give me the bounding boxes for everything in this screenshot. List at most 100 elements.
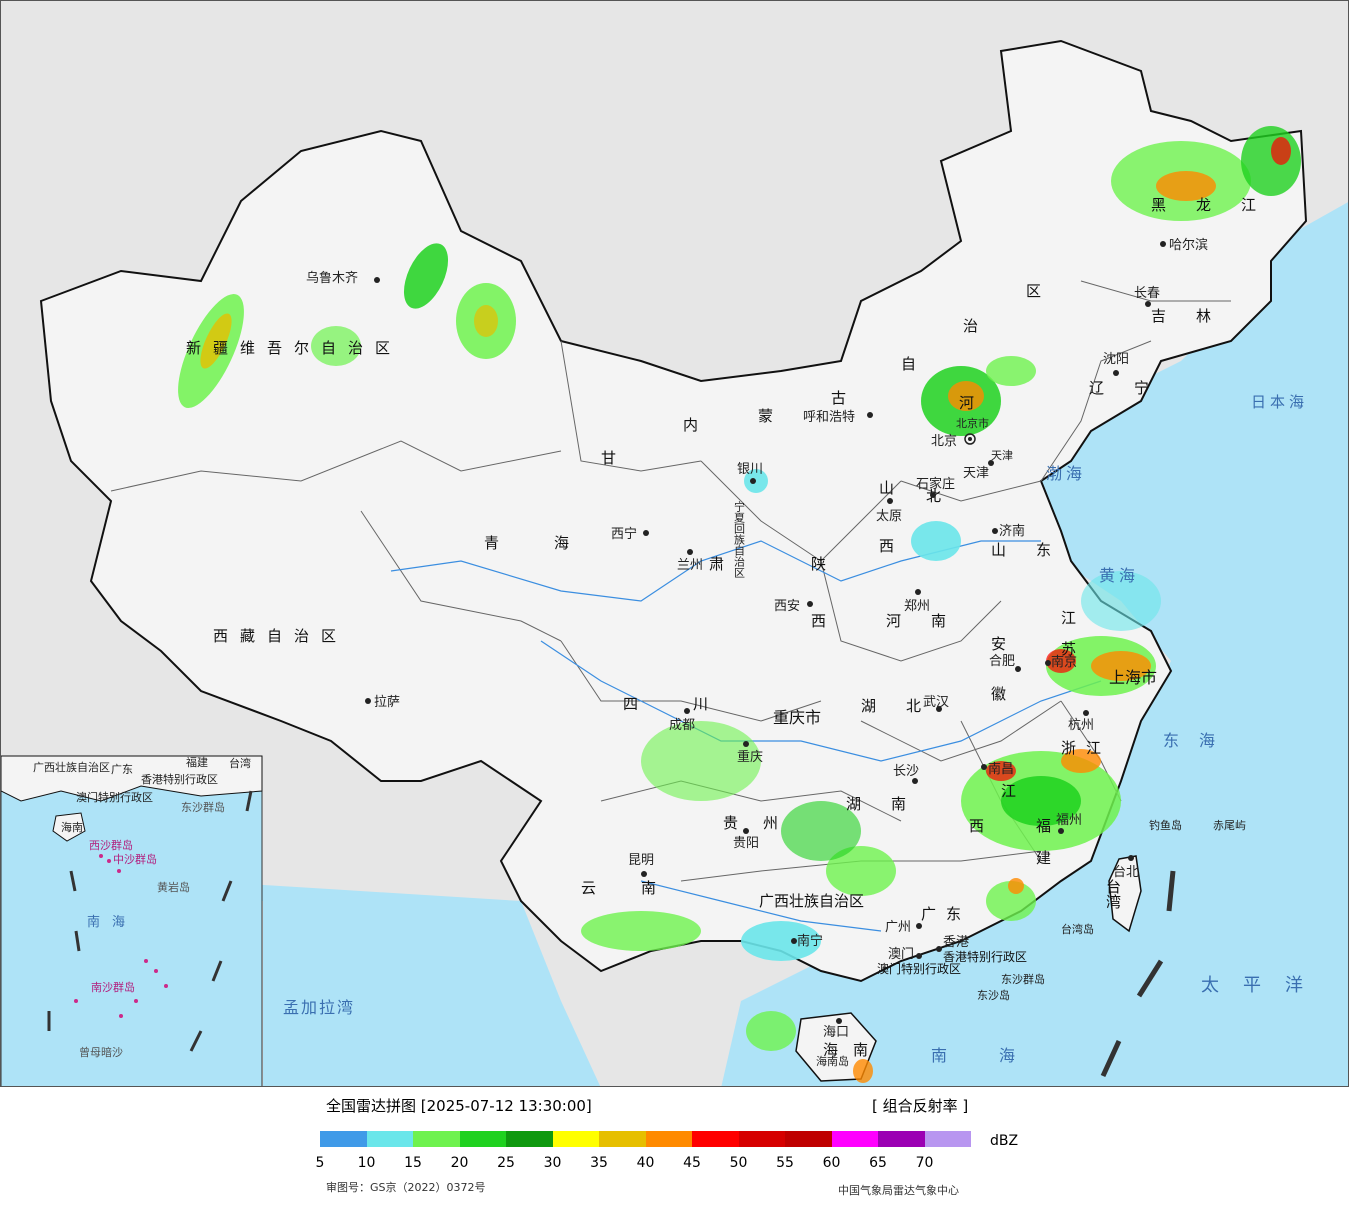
city-fuzhou: 福州 — [1056, 813, 1082, 828]
color-swatch — [785, 1131, 832, 1147]
label-yunnan: 云南 — [581, 879, 701, 897]
color-scale-bar — [320, 1131, 971, 1147]
sea-bohai: 渤海 — [1046, 464, 1086, 483]
legend-tick-label: 55 — [776, 1155, 794, 1171]
legend-tick-label: 65 — [869, 1155, 887, 1171]
legend-tick-label: 15 — [404, 1155, 422, 1171]
inset-xisha: 西沙群岛 — [89, 838, 133, 852]
label-shandong: 山东 — [991, 541, 1081, 559]
city-hangzhou: 杭州 — [1068, 718, 1094, 733]
city-taibei: 台北 — [1113, 865, 1139, 880]
label-jiangsu-a: 江 — [1061, 609, 1088, 627]
review-number: 审图号：GS京（2022）0372号 — [326, 1181, 486, 1194]
color-swatch — [366, 1131, 413, 1147]
label-hebei-a: 河 — [959, 394, 986, 412]
label-jiangxi-a: 江 — [1001, 782, 1028, 800]
inset-south-sea: 南海 — [87, 914, 137, 930]
sea-yellow: 黄海 — [1099, 566, 1139, 585]
label-tianjin-region: 天津 — [991, 449, 1013, 462]
label-taiwan-island: 台湾岛 — [1061, 922, 1094, 936]
city-tianjin: 天津 — [963, 466, 989, 481]
legend-tick-label: 70 — [915, 1155, 934, 1171]
label-guizhou: 贵州 — [723, 814, 803, 832]
label-xizang: 西藏自治区 — [213, 627, 348, 645]
label-ningxia: 宁夏回族自治区 — [733, 500, 746, 578]
color-swatch — [506, 1131, 553, 1147]
label-heilongjiang: 黑龙江 — [1151, 196, 1286, 214]
city-zhengzhou: 郑州 — [904, 599, 930, 614]
color-swatch — [320, 1131, 367, 1147]
inset-guangxi: 广西壮族自治区 — [33, 760, 110, 774]
city-jinan: 济南 — [999, 523, 1025, 539]
sea-bengal: 孟加拉湾 — [283, 998, 355, 1017]
taiwan-island — [1108, 855, 1142, 933]
label-dongsha-island: 东沙岛 — [977, 988, 1010, 1002]
city-yinchuan: 银川 — [737, 462, 763, 477]
label-neimenggu-f: 区 — [1026, 282, 1053, 300]
sea-japan: 日本海 — [1251, 393, 1308, 411]
inset-dongsha: 东沙群岛 — [181, 800, 225, 814]
city-guangzhou: 广州 — [885, 920, 911, 935]
label-neimenggu-d: 自 — [901, 355, 928, 373]
label-shanxi-b: 西 — [879, 537, 906, 555]
label-hainan-island: 海南岛 — [816, 1054, 849, 1068]
label-diaoyu: 钓鱼岛 — [1149, 818, 1182, 832]
legend-tick-label: 35 — [590, 1155, 608, 1171]
label-hainan: 海南 — [823, 1041, 883, 1059]
data-source: 中国气象局雷达气象中心 — [838, 1184, 959, 1197]
city-markers: 乌鲁木齐 拉萨 西宁 兰州 银川 呼和浩特 北京 天津 石家庄 太原 济南 郑州… — [306, 237, 1208, 1040]
inset-zhongsha: 中沙群岛 — [113, 852, 157, 866]
label-anhui-b: 徽 — [991, 685, 1018, 703]
label-zhejiang: 浙江 — [1061, 739, 1111, 757]
city-xian: 西安 — [774, 599, 800, 614]
label-neimenggu-c: 古 — [831, 389, 858, 407]
legend-tick-label: 30 — [543, 1155, 562, 1171]
label-shanghai: 上海市 — [1109, 668, 1157, 687]
legend-panel: 全国雷达拼图 [2025-07-12 13:30:00] [ 组合反射率 ] d… — [0, 1087, 1349, 1208]
legend-title: 全国雷达拼图 [2025-07-12 13:30:00] — [326, 1097, 592, 1115]
label-gansu: 甘 — [601, 449, 628, 467]
city-hongkong: 香港 — [943, 935, 969, 950]
label-henan: 河南 — [886, 612, 976, 630]
city-changchun: 长春 — [1134, 286, 1160, 301]
label-neimenggu-e: 治 — [963, 317, 990, 335]
city-nanchang: 南昌 — [988, 761, 1014, 777]
city-nanning: 南宁 — [797, 933, 823, 949]
legend-tick-label: 5 — [315, 1155, 325, 1171]
inset-macau: 澳门特别行政区 — [76, 790, 153, 804]
color-swatch — [645, 1131, 692, 1147]
label-jiangsu-b: 苏 — [1061, 640, 1088, 658]
city-kunming: 昆明 — [628, 853, 654, 868]
city-hohhot: 呼和浩特 — [803, 410, 855, 425]
label-jilin: 吉林 — [1151, 307, 1241, 325]
label-sichuan: 四川 — [623, 695, 763, 713]
legend-tick-label: 10 — [357, 1155, 376, 1171]
china-mainland — [39, 39, 1308, 983]
label-shanxi-a: 山 — [879, 479, 906, 497]
city-beijing: 北京 — [931, 434, 957, 449]
city-changsha: 长沙 — [893, 764, 919, 779]
legend-tick-label: 20 — [450, 1155, 469, 1171]
dash-line — [1100, 870, 1176, 1078]
city-lhasa: 拉萨 — [374, 695, 400, 710]
inset-guangdong: 广东 — [111, 763, 133, 776]
color-swatch — [878, 1131, 925, 1147]
label-guangxi: 广西壮族自治区 — [759, 892, 864, 910]
inset-taiwan: 台湾 — [229, 756, 251, 770]
city-wuhan: 武汉 — [923, 695, 949, 710]
label-chiwei: 赤尾屿 — [1213, 819, 1246, 832]
color-swatch — [831, 1131, 878, 1147]
color-swatch — [738, 1131, 785, 1147]
south-sea-inset: 广西壮族自治区 广东 福建 台湾 香港特别行政区 澳门特别行政区 东沙群岛 海南… — [1, 755, 263, 1086]
city-xining: 西宁 — [611, 526, 637, 542]
legend-unit: dBZ — [990, 1133, 1019, 1149]
color-swatch — [459, 1131, 506, 1147]
inset-hainan: 海南 — [61, 820, 83, 834]
inset-nansha: 南沙群岛 — [91, 980, 135, 994]
color-swatch — [924, 1131, 971, 1147]
legend-tick-label: 45 — [683, 1155, 701, 1171]
label-shaanxi-b: 西 — [811, 612, 838, 630]
city-haikou: 海口 — [823, 1025, 849, 1040]
inset-zengmu: 曾母暗沙 — [79, 1045, 123, 1059]
label-gansu-b: 肃 — [709, 555, 736, 573]
